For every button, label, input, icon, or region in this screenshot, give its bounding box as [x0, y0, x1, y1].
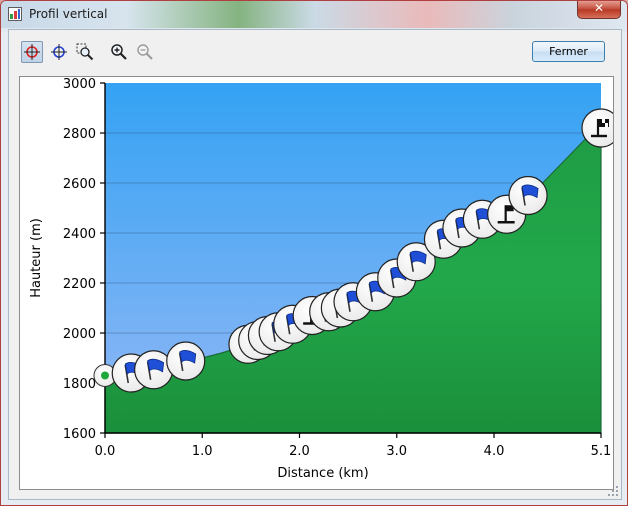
x-tick-label: 3.0: [386, 444, 407, 459]
y-tick-label: 2600: [63, 177, 96, 192]
title-bar[interactable]: Profil vertical ✕: [1, 1, 627, 28]
x-tick-label: 0.0: [95, 444, 116, 459]
profile-app-icon: [8, 7, 22, 21]
fermer-button[interactable]: Fermer: [532, 41, 605, 62]
x-axis-label: Distance (km): [277, 466, 368, 481]
waypoint-flag-icon[interactable]: [166, 341, 206, 381]
x-tick-label: 1.0: [192, 444, 213, 459]
zoom-in-icon: [111, 44, 127, 60]
waypoint-flag-icon[interactable]: [508, 175, 548, 216]
crosshair-red-icon: [24, 44, 40, 60]
y-tick-label: 1600: [63, 427, 96, 442]
profile-chart: 1600 1800 2000 2200 2400 2600 2800 3000 0.0 1.0 2.…: [29, 77, 621, 481]
start-point-icon[interactable]: [93, 364, 117, 387]
y-tick-label: 2200: [63, 277, 96, 292]
waypoint-flag-icon[interactable]: [396, 242, 436, 282]
window-client-area: Fermer: [8, 29, 622, 500]
resize-grip-icon[interactable]: [607, 485, 619, 497]
crosshair-blue-icon: [51, 44, 67, 60]
x-tick-label: 2.0: [289, 444, 310, 459]
profile-graph: 1600 1800 2000 2200 2400 2600 2800 3000 0.0 1.0 2.…: [19, 76, 621, 490]
crosshair-blue-tool[interactable]: [48, 41, 70, 63]
x-tick-label: 4.0: [484, 444, 505, 459]
window-close-button[interactable]: ✕: [577, 1, 621, 19]
crosshair-red-tool[interactable]: [21, 41, 43, 63]
zoom-region-tool[interactable]: [74, 41, 96, 63]
y-tick-label: 3000: [63, 77, 96, 92]
y-tick-label: 2800: [63, 127, 96, 142]
y-axis-label: Hauteur (m): [29, 218, 44, 298]
y-tick-label: 2000: [63, 327, 96, 342]
finish-flag-icon[interactable]: [581, 108, 621, 148]
y-tick-label: 2400: [63, 227, 96, 242]
y-tick-label: 1800: [63, 377, 96, 392]
zoom-in-tool[interactable]: [108, 41, 130, 63]
window-title: Profil vertical: [29, 7, 108, 21]
x-tick-label: 5.1: [591, 444, 612, 459]
zoom-out-tool[interactable]: [134, 41, 156, 63]
zoom-region-icon: [76, 43, 94, 61]
zoom-out-icon: [137, 44, 153, 60]
